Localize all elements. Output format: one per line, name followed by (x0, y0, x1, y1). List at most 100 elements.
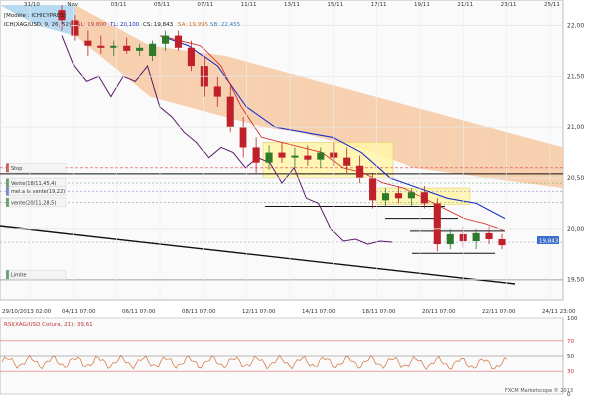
cloud-segment (225, 55, 263, 128)
price-badge-text: 19,843 (539, 239, 559, 245)
bottom-date-label: 04/11 07:00 (62, 309, 96, 315)
y-tick-label: 21,50 (567, 73, 584, 80)
candle-body (110, 45, 118, 48)
rsi-label: RSI(XAG/USD Cotura, 21): 39,61 (4, 322, 93, 328)
price-badge (537, 236, 559, 244)
cloud-segment (75, 5, 113, 67)
level-labels: Stop Vente(18/11,45,4) mel.a la vente(19,2… (6, 163, 67, 280)
top-date-label: 31/10 (24, 2, 40, 8)
candle-body (381, 193, 390, 201)
candle-body (304, 155, 312, 160)
y-tick-label: 21,00 (567, 124, 584, 131)
level-label: vente(20/11,28,5) (11, 200, 56, 206)
level-label: Stop (11, 166, 22, 172)
bottom-date-label: 29/10/2013 02:00 (2, 309, 52, 315)
level-marker (6, 186, 9, 196)
top-date-label: 11/11 (241, 2, 257, 8)
candle-body (252, 147, 260, 163)
level-label: Limite (11, 273, 26, 279)
y-tick-label: 20,50 (567, 175, 584, 182)
cloud-segment (412, 106, 451, 173)
candle-body (472, 232, 480, 242)
tl-value: TL: 20,100 (109, 22, 140, 28)
candle-body (213, 86, 221, 97)
candle-body (58, 10, 66, 21)
candle-body (136, 47, 144, 51)
candle-body (239, 127, 247, 148)
model-title: [Modèle : ICHICYPRE1] (4, 12, 66, 19)
trend-line (0, 225, 516, 285)
candle-body (71, 20, 79, 36)
cloud-segment (112, 25, 151, 97)
cloud-segment (0, 5, 38, 26)
y-tick-label: 19,50 (567, 277, 584, 284)
level-marker (6, 197, 9, 207)
candle-body (123, 45, 131, 51)
level-marker (6, 178, 9, 188)
sl-value: SL: 19,800 (77, 22, 107, 28)
level-tag (8, 269, 67, 280)
level-marker (6, 270, 9, 280)
level-tag (8, 197, 67, 208)
top-date-label: 21/11 (457, 2, 473, 8)
top-date-axis: 31/10 Nov 03/11 05/11 07/11 11/11 13/11 15/11 17… (24, 0, 560, 300)
rsi-line (1, 354, 508, 371)
top-date-label: 19/11 (414, 2, 430, 8)
candle-body (317, 152, 325, 160)
cloud-segment (337, 86, 376, 153)
level-tag (8, 186, 67, 196)
level-marker (6, 163, 9, 173)
top-date-label: 13/11 (284, 2, 300, 8)
bottom-date-label: 06/11 07:00 (122, 309, 156, 315)
candle-body (343, 157, 351, 166)
candles (58, 5, 506, 252)
candle-body (498, 238, 506, 246)
rsi-indicator: 100 70 50 30 0 (0, 316, 578, 398)
bottom-date-label: 18/11 07:00 (362, 309, 396, 315)
bottom-date-label: 12/11 07:00 (242, 309, 276, 315)
candle-body (84, 40, 92, 46)
candle-body (330, 152, 338, 158)
sa-value: SA: 19,995 (178, 22, 209, 28)
candle-body (394, 193, 403, 199)
candle-body (356, 165, 364, 178)
candle-body (433, 203, 441, 245)
cs-value: CS: 19,843 (143, 22, 174, 28)
y-axis: 22,00 21,50 21,00 20,50 20,00 19,50 (0, 22, 584, 284)
candle-body (149, 43, 157, 56)
footer-credit: FXCM Marketscope © 2013 (505, 387, 573, 394)
candle-body (420, 192, 428, 204)
kijun-line (159, 35, 506, 220)
cloud-segment (300, 76, 338, 143)
candle-body (174, 35, 183, 48)
candle-body (265, 152, 273, 163)
bottom-date-label: 24/11 23:00 (542, 309, 576, 315)
rsi-tick-label: 100 (567, 316, 578, 322)
top-date-label: 03/11 (111, 2, 127, 8)
top-date-label: 07/11 (197, 2, 213, 8)
level-label: Vente(18/11,45,4) (11, 181, 56, 187)
sb-value: SB: 22,455 (210, 22, 241, 28)
rsi-tick-label: 50 (567, 354, 574, 360)
candle-body (407, 192, 415, 199)
y-tick-label: 20,00 (567, 226, 584, 233)
level-tag (8, 163, 67, 173)
candle-body (97, 45, 105, 48)
top-date-label: Nov (67, 2, 78, 8)
top-date-label: 25/11 (544, 2, 560, 8)
bottom-date-label: 22/11 07:00 (482, 309, 516, 315)
candle-body (446, 233, 454, 245)
candle-body (278, 152, 286, 158)
candle-body (226, 96, 234, 128)
cloud-segment (450, 116, 488, 178)
level-label: mel.a la vente(19,22) (11, 189, 65, 195)
tenkan-line (159, 35, 506, 232)
instrument-label: ICH(XAG/USD, 9, 26, 52) (4, 22, 71, 28)
rsi-tick-label: 0 (567, 392, 571, 398)
y-tick-label: 22,00 (567, 22, 584, 29)
ichimoku-lines (61, 35, 506, 245)
candle-body (187, 47, 195, 67)
bottom-date-label: 14/11 07:00 (302, 309, 336, 315)
rsi-tick-label: 30 (567, 369, 574, 375)
